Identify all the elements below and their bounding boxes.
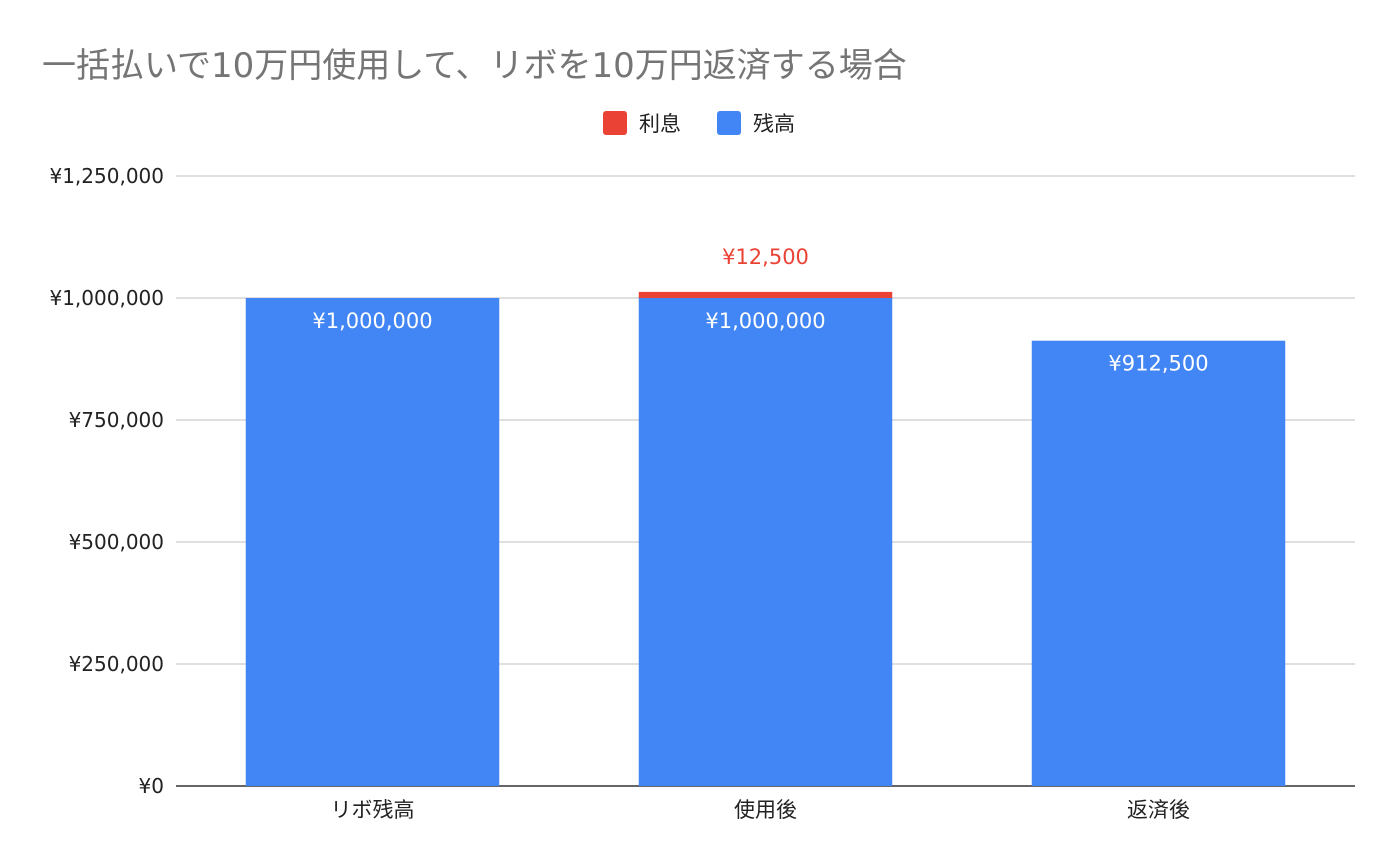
y-tick-label-3: ¥750,000: [69, 408, 164, 432]
data-label-balance-0: ¥1,000,000: [312, 309, 432, 333]
y-tick-label-5: ¥1,250,000: [49, 164, 164, 188]
data-label-interest-1: ¥12,500: [722, 245, 809, 269]
legend-swatch-balance: [717, 111, 741, 135]
bar-balance-0: [245, 298, 500, 786]
y-tick-label-4: ¥1,000,000: [49, 286, 164, 310]
legend-item-interest[interactable]: 利息: [603, 108, 681, 138]
legend-item-balance[interactable]: 残高: [717, 108, 795, 138]
legend-label-interest: 利息: [639, 112, 681, 136]
bar-balance-2: [1031, 340, 1286, 786]
data-label-balance-1: ¥1,000,000: [705, 309, 825, 333]
x-tick-label-2: 返済後: [1127, 798, 1190, 822]
x-tick-label-0: リボ残高: [331, 798, 415, 822]
bar-balance-1: [638, 298, 893, 786]
legend-label-balance: 残高: [753, 112, 795, 136]
y-tick-label-2: ¥500,000: [69, 530, 164, 554]
x-tick-label-1: 使用後: [734, 798, 797, 822]
chart-title: 一括払いで10万円使用して、リボを10万円返済する場合: [42, 46, 907, 86]
y-tick-label-1: ¥250,000: [69, 652, 164, 676]
data-label-balance-2: ¥912,500: [1108, 352, 1208, 376]
y-tick-label-0: ¥0: [139, 774, 164, 798]
legend-swatch-interest: [603, 111, 627, 135]
bar-interest-1: [638, 291, 893, 298]
legend: 利息 残高: [0, 108, 1398, 138]
